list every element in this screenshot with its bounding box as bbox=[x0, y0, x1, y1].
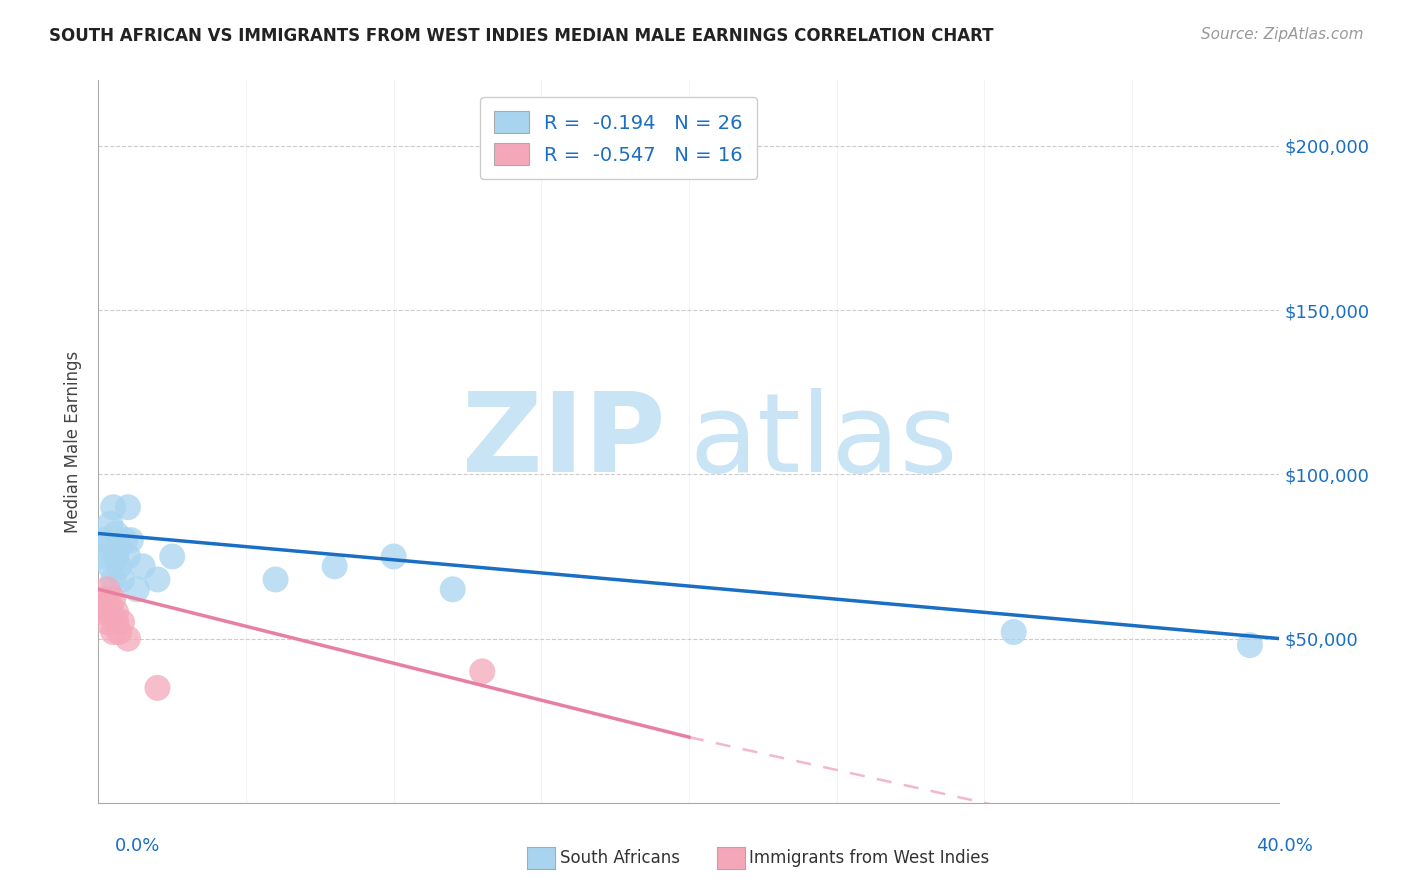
Point bbox=[111, 573, 134, 587]
Text: 40.0%: 40.0% bbox=[1257, 837, 1313, 855]
Point bbox=[93, 533, 115, 547]
Text: Immigrants from West Indies: Immigrants from West Indies bbox=[749, 849, 990, 867]
Point bbox=[162, 549, 183, 564]
Point bbox=[1239, 638, 1261, 652]
Point bbox=[441, 582, 464, 597]
Y-axis label: Median Male Earnings: Median Male Earnings bbox=[65, 351, 83, 533]
Point bbox=[90, 549, 112, 564]
Point bbox=[125, 582, 148, 597]
Point bbox=[117, 549, 139, 564]
Text: South Africans: South Africans bbox=[560, 849, 679, 867]
Point bbox=[105, 549, 128, 564]
Point bbox=[471, 665, 494, 679]
Point bbox=[120, 533, 142, 547]
Point bbox=[1002, 625, 1025, 640]
Point bbox=[103, 592, 125, 607]
Point bbox=[93, 592, 115, 607]
Point bbox=[111, 615, 134, 630]
Text: atlas: atlas bbox=[689, 388, 957, 495]
Point bbox=[108, 625, 131, 640]
Legend: R =  -0.194   N = 26, R =  -0.547   N = 16: R = -0.194 N = 26, R = -0.547 N = 16 bbox=[481, 97, 756, 179]
Point bbox=[264, 573, 287, 587]
Text: ZIP: ZIP bbox=[463, 388, 665, 495]
Point bbox=[103, 625, 125, 640]
Point bbox=[103, 500, 125, 515]
Point bbox=[108, 559, 131, 574]
Point bbox=[117, 500, 139, 515]
Text: 0.0%: 0.0% bbox=[115, 837, 160, 855]
Point bbox=[96, 615, 118, 630]
Point bbox=[117, 632, 139, 646]
Point bbox=[132, 559, 155, 574]
Point bbox=[96, 540, 118, 554]
Point bbox=[98, 605, 121, 619]
Text: Source: ZipAtlas.com: Source: ZipAtlas.com bbox=[1201, 27, 1364, 42]
Text: SOUTH AFRICAN VS IMMIGRANTS FROM WEST INDIES MEDIAN MALE EARNINGS CORRELATION CH: SOUTH AFRICAN VS IMMIGRANTS FROM WEST IN… bbox=[49, 27, 994, 45]
Point bbox=[105, 615, 128, 630]
Point bbox=[98, 516, 121, 531]
Point bbox=[114, 533, 136, 547]
Point bbox=[146, 681, 169, 695]
Point bbox=[146, 573, 169, 587]
Point bbox=[323, 559, 346, 574]
Point bbox=[96, 582, 118, 597]
Point bbox=[105, 605, 128, 619]
Point bbox=[103, 573, 125, 587]
Point bbox=[108, 540, 131, 554]
Point bbox=[90, 599, 112, 613]
Point bbox=[98, 599, 121, 613]
Point bbox=[98, 559, 121, 574]
Point bbox=[105, 526, 128, 541]
Point bbox=[93, 605, 115, 619]
Point bbox=[382, 549, 405, 564]
